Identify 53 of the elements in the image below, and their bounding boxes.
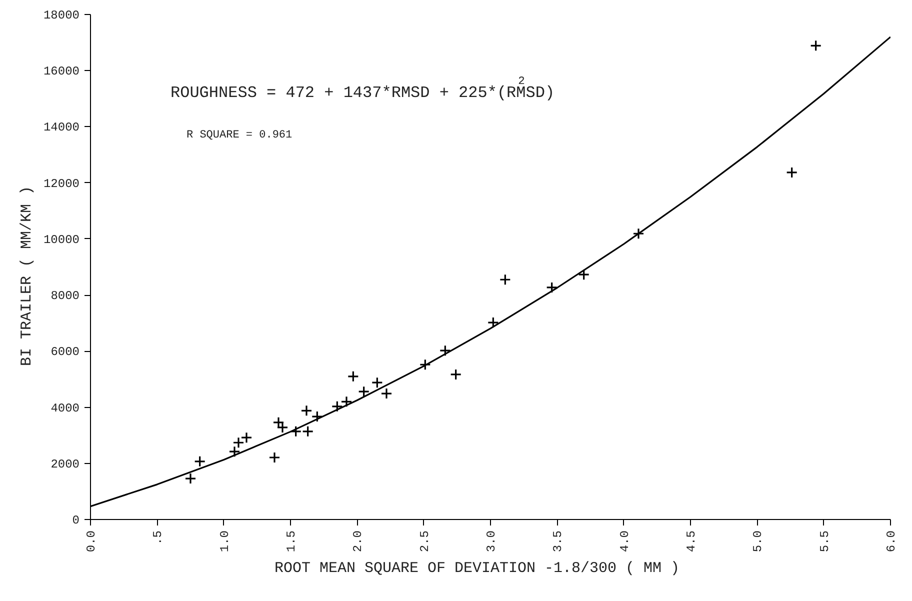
x-tick-label: 4.5 xyxy=(684,530,698,552)
point xyxy=(810,40,822,52)
point xyxy=(272,416,284,428)
y-tick-label: 18000 xyxy=(43,8,80,22)
point xyxy=(194,456,206,468)
point xyxy=(290,426,302,438)
x-tick-label: 1.0 xyxy=(218,530,232,552)
point xyxy=(184,472,196,484)
x-tick-label: 5.0 xyxy=(751,530,766,552)
point xyxy=(340,396,352,408)
point xyxy=(300,404,312,416)
point xyxy=(439,344,451,356)
x-tick-label: 2.5 xyxy=(418,530,432,552)
x-tick-label: 4.0 xyxy=(618,530,632,552)
point xyxy=(487,316,499,328)
point xyxy=(228,446,240,458)
point xyxy=(450,368,462,380)
y-tick-label: 14000 xyxy=(43,120,80,135)
y-tick-label: 6000 xyxy=(50,345,80,360)
point xyxy=(276,422,288,434)
x-tick-label: 2.0 xyxy=(351,530,366,552)
y-tick-label: 4000 xyxy=(50,401,80,416)
y-tick-label: 2000 xyxy=(50,457,80,472)
point xyxy=(632,228,644,240)
x-tick-label: 1.5 xyxy=(284,530,298,552)
point xyxy=(499,274,511,286)
point xyxy=(268,452,280,464)
point xyxy=(302,426,314,438)
point xyxy=(419,358,431,370)
x-axis-title: ROOT MEAN SQUARE OF DEVIATION -1.8/300 ( MM ) xyxy=(274,560,680,578)
annotation: R SQUARE = 0.961 xyxy=(186,130,293,142)
y-tick-label: 0 xyxy=(72,514,80,528)
annotation: ROUGHNESS = 472 + 1437*RMSD + 225*(RMSD)2 xyxy=(170,76,555,102)
point xyxy=(786,166,798,178)
y-tick-label: 16000 xyxy=(43,64,80,79)
y-axis-title: BI TRAILER ( MM/KM ) xyxy=(18,186,36,366)
point xyxy=(371,376,383,388)
x-tick-label: 5.5 xyxy=(818,530,832,552)
y-tick-label: 12000 xyxy=(43,176,80,191)
x-tick-label: 3.0 xyxy=(484,530,498,552)
point xyxy=(546,282,558,294)
x-tick-label: 6.0 xyxy=(884,530,898,552)
point xyxy=(347,370,359,382)
x-tick-label: 0.0 xyxy=(84,530,98,552)
x-tick-label: 3.5 xyxy=(551,530,566,552)
point xyxy=(380,388,392,400)
point xyxy=(578,268,590,280)
point xyxy=(331,400,343,412)
y-tick-label: 8000 xyxy=(50,289,80,304)
x-tick-label: .5 xyxy=(151,530,166,545)
y-tick-label: 10000 xyxy=(43,232,80,247)
point xyxy=(311,410,323,422)
point xyxy=(358,386,370,398)
